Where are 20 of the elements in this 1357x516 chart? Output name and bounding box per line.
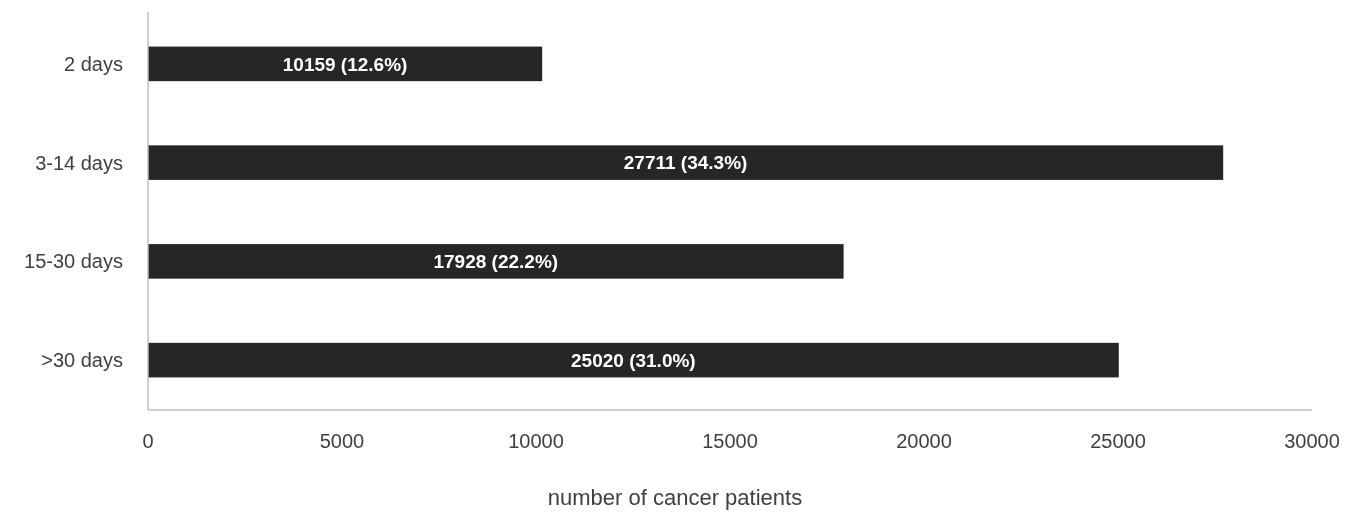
y-tick-label: 2 days (64, 52, 123, 75)
x-tick-label: 15000 (702, 430, 758, 452)
x-axis-title: number of cancer patients (547, 485, 803, 510)
y-tick-label: 3-14 days (35, 151, 123, 174)
x-tick-label: 25000 (1090, 430, 1146, 452)
bar (148, 46, 543, 82)
data-label: 10159 (12.6%) (282, 53, 408, 75)
x-tick-label: 0 (142, 430, 154, 452)
data-label: 25020 (31.0%) (571, 349, 696, 371)
data-label: 27711 (34.3%) (623, 152, 748, 174)
y-tick-label: 15-30 days (24, 250, 123, 273)
y-tick-label: >30 days (41, 349, 123, 372)
x-tick-label: 30000 (1284, 430, 1340, 452)
bar (148, 145, 1224, 180)
x-tick-label: 10000 (508, 430, 564, 452)
bar (148, 342, 1119, 378)
bar (148, 244, 844, 279)
x-tick-label: 5000 (319, 430, 365, 452)
data-label: 17928 (22.2%) (433, 251, 559, 273)
x-tick-label: 20000 (896, 430, 952, 452)
